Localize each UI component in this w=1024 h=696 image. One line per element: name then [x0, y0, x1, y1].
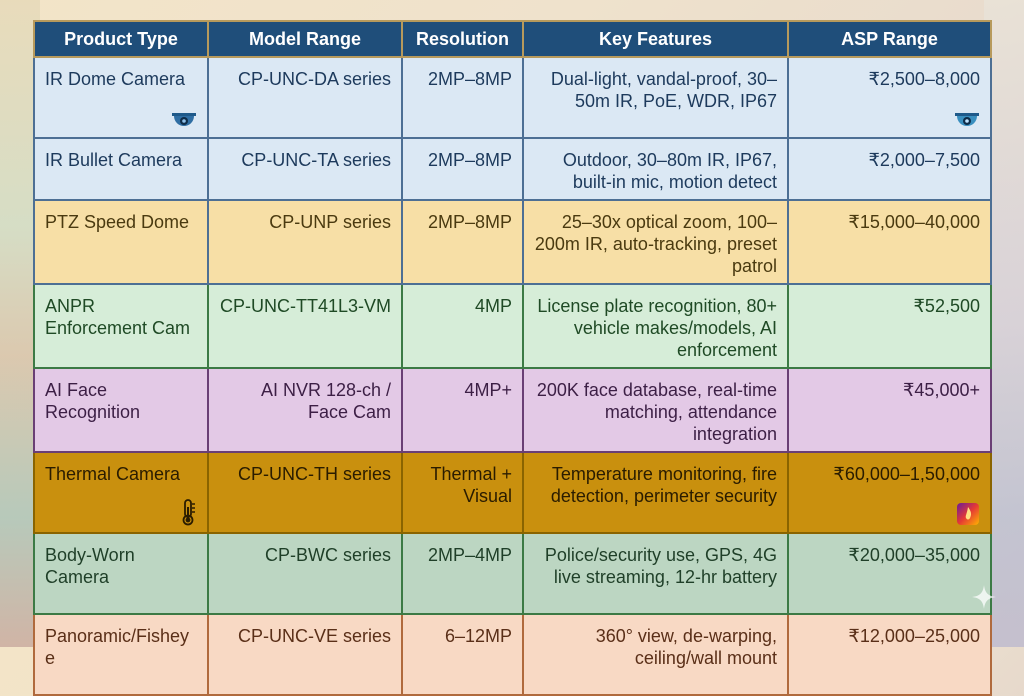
resolution: 2MP–8MP: [401, 56, 524, 139]
resolution: Thermal + Visual: [401, 451, 524, 534]
product-type: Body-Worn Camera: [33, 532, 209, 615]
product-type: PTZ Speed Dome: [33, 199, 209, 285]
header-product-type: Product Type: [33, 20, 209, 58]
key-features: Outdoor, 30–80m IR, IP67, built-in mic, …: [522, 137, 789, 201]
key-features: Temperature monitoring, fire detection, …: [522, 451, 789, 534]
asp-range: ₹15,000–40,000: [787, 199, 992, 285]
product-type: IR Bullet Camera: [33, 137, 209, 201]
resolution: 2MP–8MP: [401, 137, 524, 201]
sparkle-icon: [972, 585, 996, 609]
resolution: 4MP+: [401, 367, 524, 453]
product-type: AI Face Recognition: [33, 367, 209, 453]
dome-camera-icon: [172, 113, 196, 126]
thermometer-icon: [182, 499, 195, 526]
asp-range: ₹12,000–25,000: [787, 613, 992, 696]
key-features: Dual-light, vandal-proof, 30–50m IR, PoE…: [522, 56, 789, 139]
table-row: IR Dome Camera CP-UNC-DA series 2MP–8MP …: [33, 56, 992, 139]
table-header-row: Product Type Model Range Resolution Key …: [33, 20, 992, 58]
dome-camera-icon: [955, 113, 979, 126]
table-row: ANPR Enforcement Cam CP-UNC-TT41L3-VM 4M…: [33, 283, 992, 369]
product-type: Panoramic/Fisheye: [33, 613, 209, 696]
model-range: AI NVR 128-ch / Face Cam: [207, 367, 403, 453]
asp-range: ₹45,000+: [787, 367, 992, 453]
model-range: CP-UNC-VE series: [207, 613, 403, 696]
asp-cell: ₹2,500–8,000: [787, 56, 992, 139]
asp-range: ₹2,000–7,500: [787, 137, 992, 201]
key-features: Police/security use, GPS, 4G live stream…: [522, 532, 789, 615]
key-features: License plate recognition, 80+ vehicle m…: [522, 283, 789, 369]
model-range: CP-UNP series: [207, 199, 403, 285]
table-row: IR Bullet Camera CP-UNC-TA series 2MP–8M…: [33, 137, 992, 201]
asp-range: ₹20,000–35,000: [787, 532, 992, 615]
product-type: ANPR Enforcement Cam: [33, 283, 209, 369]
thermal-image-icon: [957, 503, 979, 525]
model-range: CP-UNC-TA series: [207, 137, 403, 201]
asp-range: ₹60,000–1,50,000: [833, 464, 980, 484]
resolution: 2MP–8MP: [401, 199, 524, 285]
key-features: 200K face database, real-time matching, …: [522, 367, 789, 453]
product-spec-table: Product Type Model Range Resolution Key …: [33, 20, 992, 696]
table-row: Body-Worn Camera CP-BWC series 2MP–4MP P…: [33, 532, 992, 615]
header-asp-range: ASP Range: [787, 20, 992, 58]
asp-cell: ₹60,000–1,50,000: [787, 451, 992, 534]
asp-range: ₹52,500: [787, 283, 992, 369]
product-type: Thermal Camera: [45, 464, 181, 484]
model-range: CP-UNC-DA series: [207, 56, 403, 139]
resolution: 4MP: [401, 283, 524, 369]
header-model-range: Model Range: [207, 20, 403, 58]
header-resolution: Resolution: [401, 20, 524, 58]
product-cell: IR Dome Camera: [33, 56, 209, 139]
key-features: 360° view, de-warping, ceiling/wall moun…: [522, 613, 789, 696]
resolution: 2MP–4MP: [401, 532, 524, 615]
key-features: 25–30x optical zoom, 100–200m IR, auto-t…: [522, 199, 789, 285]
table-row: AI Face Recognition AI NVR 128-ch / Face…: [33, 367, 992, 453]
asp-range: ₹2,500–8,000: [868, 69, 980, 89]
model-range: CP-UNC-TH series: [207, 451, 403, 534]
product-type: IR Dome Camera: [45, 69, 186, 89]
table-row: PTZ Speed Dome CP-UNP series 2MP–8MP 25–…: [33, 199, 992, 285]
model-range: CP-UNC-TT41L3-VM: [207, 283, 403, 369]
product-cell: Thermal Camera: [33, 451, 209, 534]
header-key-features: Key Features: [522, 20, 789, 58]
table-row: Panoramic/Fisheye CP-UNC-VE series 6–12M…: [33, 613, 992, 696]
table-row: Thermal Camera CP-UNC-TH series Thermal …: [33, 451, 992, 534]
model-range: CP-BWC series: [207, 532, 403, 615]
resolution: 6–12MP: [401, 613, 524, 696]
